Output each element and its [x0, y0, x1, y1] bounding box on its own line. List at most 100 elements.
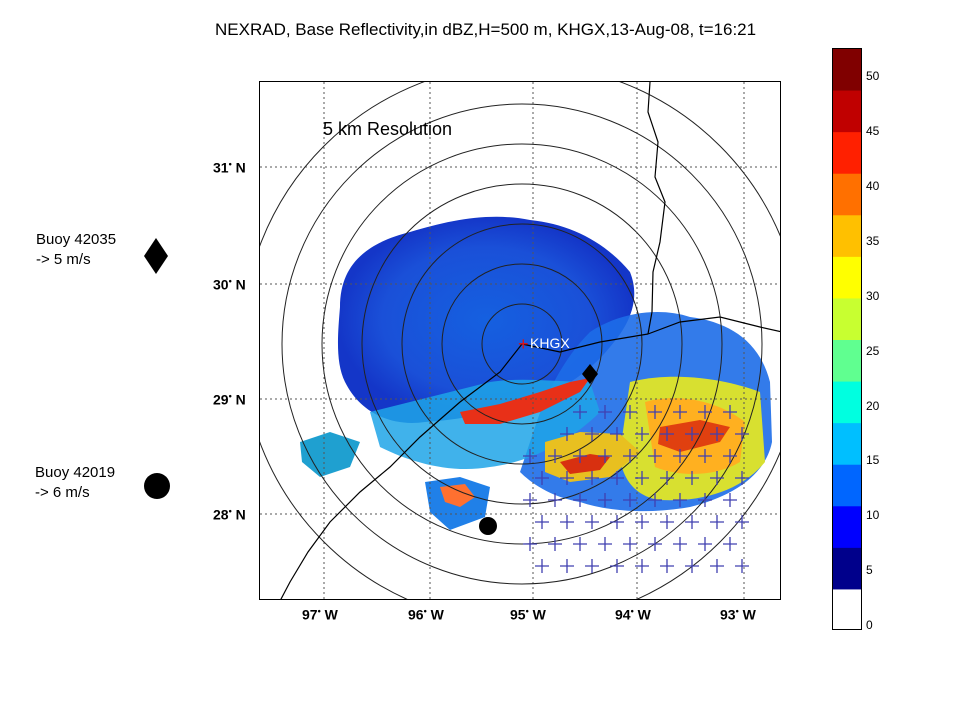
lightning-cross [710, 515, 724, 529]
lightning-cross [685, 471, 699, 485]
lightning-cross [685, 559, 699, 573]
radar-map: + KHGX [259, 81, 781, 600]
colorbar-tick-label: 45 [866, 124, 880, 139]
lightning-cross [585, 471, 599, 485]
colorbar-tick-label: 50 [866, 69, 880, 84]
lightning-cross [560, 471, 574, 485]
buoy-42035-name: Buoy 42035 [36, 231, 117, 248]
coastline [280, 82, 780, 599]
lightning-cross [698, 493, 712, 507]
lightning-cross [735, 559, 749, 573]
buoy-42035-wind: -> 5 m/s [36, 251, 91, 268]
colorbar-segment [832, 297, 862, 340]
buoy-42035-legend: Buoy 42035 -> 5 m/s [36, 230, 116, 270]
lon-label-96: 96• W [408, 606, 444, 623]
range-rings [260, 82, 780, 599]
colorbar-segment [832, 505, 862, 548]
lightning-cross [623, 493, 637, 507]
lon-label-97: 97• W [302, 606, 338, 623]
circle-icon [144, 473, 170, 499]
precip-patch-sw-hot [440, 484, 475, 507]
lightning-cross [735, 427, 749, 441]
precip-band-red [460, 378, 590, 424]
lightning-cross [660, 427, 674, 441]
lightning-cross [610, 559, 624, 573]
lightning-cross [560, 515, 574, 529]
lat-label-31: 31• N [213, 159, 246, 176]
lightning-cross [698, 449, 712, 463]
lightning-cross [635, 427, 649, 441]
lightning-cross [648, 493, 662, 507]
lightning-cross [673, 449, 687, 463]
lightning-cross [723, 405, 737, 419]
lightning-cross [685, 515, 699, 529]
colorbar-segment [832, 422, 862, 465]
lightning-cross [710, 471, 724, 485]
lightning-cross [610, 427, 624, 441]
colorbar-segment [832, 131, 862, 174]
lightning-cross [585, 515, 599, 529]
lightning-cross [710, 427, 724, 441]
colorbar-segment [832, 48, 862, 91]
lightning-cross [535, 471, 549, 485]
lightning-cross [573, 493, 587, 507]
lightning-cross [623, 449, 637, 463]
lightning-cross [660, 471, 674, 485]
radar-plot: + KHGX [260, 82, 780, 599]
lightning-cross [610, 471, 624, 485]
lightning-cross [585, 559, 599, 573]
lightning-cross [735, 471, 749, 485]
buoy-42019-name: Buoy 42019 [35, 464, 116, 481]
precip-band-red-2 [658, 420, 730, 452]
lightning-cross [635, 559, 649, 573]
colorbar-tick-label: 40 [866, 179, 880, 194]
lightning-cross [648, 405, 662, 419]
lightning-cross [660, 559, 674, 573]
lightning-cross [535, 559, 549, 573]
lightning-markers [523, 405, 749, 573]
colorbar-segment [832, 380, 862, 424]
colorbar-segment [832, 214, 862, 257]
colorbar-segment [832, 546, 862, 590]
lightning-cross [673, 405, 687, 419]
lightning-cross [598, 449, 612, 463]
lightning-cross [598, 537, 612, 551]
lightning-cross [635, 471, 649, 485]
lightning-cross [735, 515, 749, 529]
colorbar-segment [832, 588, 862, 630]
lightning-cross [560, 559, 574, 573]
lightning-cross [523, 449, 537, 463]
colorbar-tick-label: 10 [866, 508, 880, 523]
lightning-cross [573, 537, 587, 551]
diamond-icon [144, 238, 168, 274]
graticule [260, 82, 780, 599]
lightning-cross [560, 427, 574, 441]
lightning-cross [548, 537, 562, 551]
lightning-cross [523, 537, 537, 551]
colorbar-tick-label: 5 [866, 563, 873, 578]
colorbar-segment [832, 89, 862, 133]
lat-label-30: 30• N [213, 276, 246, 293]
colorbar-tick-label: 35 [866, 234, 880, 249]
lightning-cross [548, 493, 562, 507]
buoy-42019-marker [479, 517, 497, 535]
buoy-42019-wind: -> 6 m/s [35, 484, 90, 501]
lightning-cross [710, 559, 724, 573]
lightning-cross [660, 515, 674, 529]
lightning-cross [673, 493, 687, 507]
lightning-cross [623, 405, 637, 419]
lightning-cross [548, 449, 562, 463]
lightning-cross [573, 405, 587, 419]
lightning-cross [635, 515, 649, 529]
colorbar-segment [832, 255, 862, 299]
lightning-cross [685, 427, 699, 441]
lon-label-93: 93• W [720, 606, 756, 623]
lon-label-94: 94• W [615, 606, 651, 623]
resolution-label: 5 km Resolution [323, 119, 453, 139]
colorbar-tick-label: 0 [866, 618, 873, 632]
lightning-cross [598, 493, 612, 507]
lightning-cross [598, 405, 612, 419]
lightning-cross [623, 537, 637, 551]
lon-label-95: 95• W [510, 606, 546, 623]
lightning-cross [723, 449, 737, 463]
